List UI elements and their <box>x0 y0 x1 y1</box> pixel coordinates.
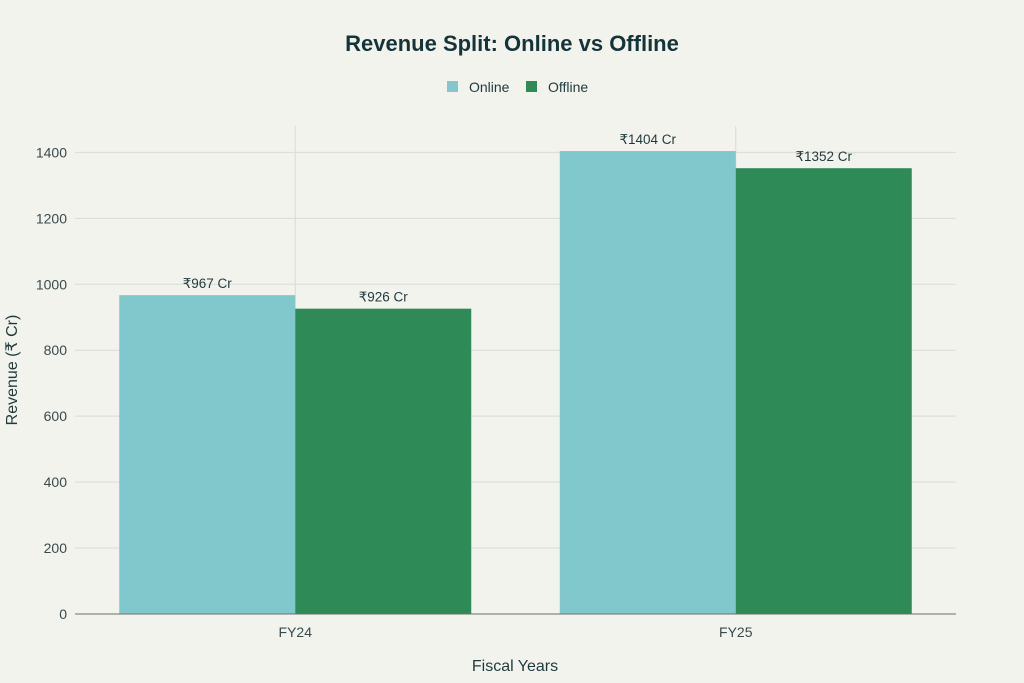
x-tick-label: FY24 <box>279 624 313 640</box>
y-tick-label: 1000 <box>36 276 67 292</box>
data-label-online-fy24: ₹967 Cr <box>183 276 233 291</box>
y-tick-label: 600 <box>44 408 68 424</box>
bar-online-fy24 <box>119 295 296 614</box>
data-label-offline-fy25: ₹1352 Cr <box>795 149 852 164</box>
y-tick-label: 800 <box>44 342 68 358</box>
y-tick-label: 400 <box>44 474 68 490</box>
legend-label-offline: Offline <box>548 79 588 95</box>
data-label-online-fy25: ₹1404 Cr <box>619 132 676 147</box>
x-tick-label: FY25 <box>719 624 753 640</box>
axis-layer: 0 200 400 600 800 1000 1200 1400 FY24 FY25 <box>36 144 956 640</box>
x-axis-title: Fiscal Years <box>472 658 558 675</box>
legend-swatch-online <box>447 81 458 92</box>
y-tick-label: 1400 <box>36 144 67 160</box>
chart-title: Revenue Split: Online vs Offline <box>345 31 679 56</box>
legend-label-online: Online <box>469 79 510 95</box>
legend-swatch-offline <box>526 81 537 92</box>
y-tick-label: 1200 <box>36 210 67 226</box>
y-tick-label: 0 <box>59 606 67 622</box>
bar-online-fy25 <box>559 151 736 615</box>
bars-layer <box>119 151 912 615</box>
y-tick-label: 200 <box>44 540 68 556</box>
legend: Online Offline <box>447 79 588 95</box>
data-label-offline-fy24: ₹926 Cr <box>359 290 409 305</box>
labels-layer: ₹967 Cr ₹926 Cr ₹1404 Cr ₹1352 Cr <box>183 132 853 305</box>
bar-offline-fy24 <box>295 308 472 614</box>
bar-offline-fy25 <box>735 168 912 615</box>
y-axis-title: Revenue (₹ Cr) <box>4 315 21 426</box>
